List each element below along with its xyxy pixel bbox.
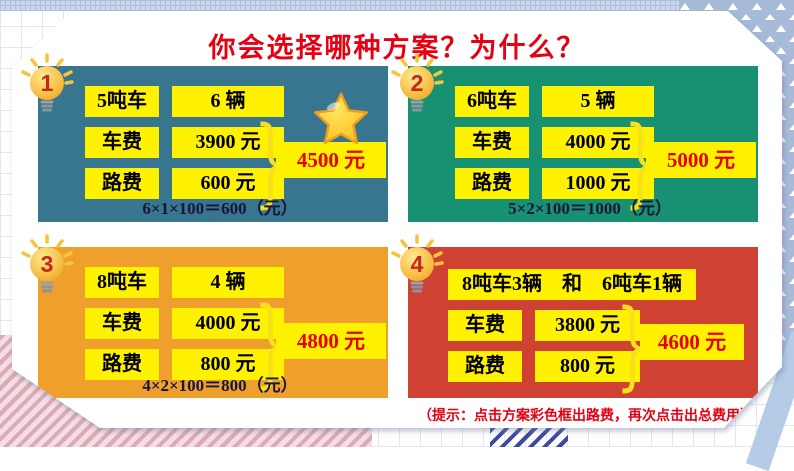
vehicle-fee-label: 车费: [85, 127, 159, 158]
plan-number: 1: [41, 70, 54, 96]
toll-formula: 6×1×100＝600（元）: [142, 199, 298, 218]
truck-type-box: 8吨车: [85, 267, 159, 298]
plan-panel-2[interactable]: 2 6吨车 5 辆 车费 4000 元 路费 1000 元 5000 元 5×2…: [391, 53, 758, 222]
slide-card: 你会选择哪种方案？为什么？ 1 5吨车 6 辆 车费 3900 元: [12, 11, 782, 428]
brace-decoration: [616, 293, 640, 397]
total-cost-box: 4600 元: [640, 324, 744, 360]
vehicle-fee-label: 车费: [455, 127, 529, 158]
plan-number: 2: [411, 70, 424, 96]
toll-formula: 5×2×100＝1000（元）: [508, 199, 672, 218]
navy-stripes-decoration: [490, 428, 568, 447]
vehicle-fee-label: 车费: [448, 310, 522, 341]
plan-number: 4: [411, 251, 424, 277]
vehicle-fee-label: 车费: [85, 308, 159, 339]
total-cost-box: 5000 元: [646, 142, 756, 178]
plan-panel-4[interactable]: 4 8吨车3辆 和 6吨车1辆 车费 3800 元 路费 800 元 4600 …: [391, 234, 758, 398]
slide-title: 你会选择哪种方案？为什么？: [208, 33, 586, 63]
combo-header-box: 8吨车3辆 和 6吨车1辆: [448, 269, 696, 300]
toll-fee-label: 路费: [455, 168, 529, 199]
truck-count-box: 6 辆: [172, 86, 284, 117]
hint-text: （提示：点击方案彩色框出路费，再次点击出总费用）: [418, 409, 754, 424]
lightbulb-icon: 2: [391, 53, 444, 112]
blue-grid-edge-decoration: [0, 0, 794, 11]
toll-fee-label: 路费: [448, 351, 522, 382]
star-icon: [314, 92, 368, 145]
plan-panel-1[interactable]: 1 5吨车 6 辆 车费 3900 元 路费 600 元 4500 元 6×1×…: [21, 53, 388, 222]
truck-type-box: 5吨车: [85, 86, 159, 117]
total-cost-box: 4500 元: [276, 142, 386, 178]
lightbulb-icon: 1: [21, 53, 74, 112]
plan-number: 3: [41, 251, 54, 277]
lightbulb-icon: 4: [391, 234, 444, 293]
lightbulb-icon: 3: [21, 234, 74, 293]
total-cost-box: 4800 元: [276, 323, 386, 359]
plan-panel-3[interactable]: 3 8吨车 4 辆 车费 4000 元 路费 800 元 4800 元 4×2×…: [21, 234, 388, 398]
toll-formula: 4×2×100＝800（元）: [142, 376, 298, 395]
toll-fee-label: 路费: [85, 168, 159, 199]
toll-fee-label: 路费: [85, 349, 159, 380]
truck-type-box: 6吨车: [455, 86, 529, 117]
